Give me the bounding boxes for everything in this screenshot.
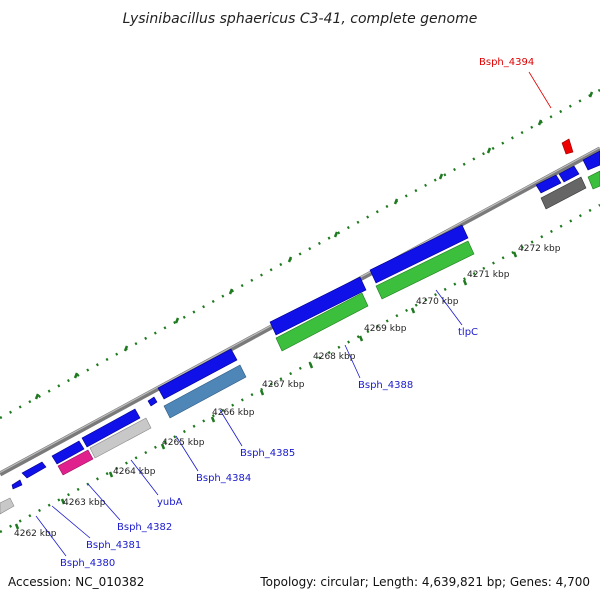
cds-feature[interactable] — [582, 150, 600, 171]
cds-feature[interactable] — [157, 348, 238, 400]
magenta-feature[interactable] — [57, 449, 94, 476]
cds-feature[interactable] — [369, 224, 469, 284]
outer-tick — [438, 173, 444, 180]
inner-tick — [210, 416, 216, 423]
gray-feature[interactable] — [0, 497, 15, 515]
outer-tick — [174, 317, 180, 324]
cds-feature[interactable] — [558, 165, 580, 183]
leader-line — [344, 344, 361, 379]
cds-feature[interactable] — [21, 461, 47, 479]
map-title: Lysinibacillus sphaericus C3-41, complet… — [123, 11, 478, 27]
tick-label: 4272 kbp — [518, 244, 561, 254]
inner-tick — [308, 362, 314, 369]
gene-label-yuba[interactable]: yubA — [157, 497, 183, 508]
cds-feature[interactable] — [269, 276, 367, 336]
inner-tick — [512, 251, 518, 258]
dark-gray-feature[interactable] — [540, 176, 587, 210]
inner-tick — [160, 443, 166, 450]
tick-label: 4265 kbp — [162, 438, 205, 448]
topology-text: Topology: circular; Length: 4,639,821 bp… — [259, 575, 590, 589]
green-feature[interactable] — [275, 292, 369, 352]
leader-line — [35, 515, 67, 557]
inner-tick — [14, 523, 20, 530]
inner-tick — [358, 335, 364, 342]
secondary-feature-row — [0, 170, 600, 515]
outer-dotted-line — [0, 88, 600, 420]
tick-label: 4266 kbp — [212, 408, 255, 418]
outer-tick — [228, 288, 234, 295]
tick-label: 4264 kbp — [113, 467, 156, 477]
gene-label-bsph-4385[interactable]: Bsph_4385 — [240, 448, 295, 459]
gene-label-bsph-4382[interactable]: Bsph_4382 — [117, 522, 172, 533]
outer-major-ticks — [34, 91, 594, 400]
gene-label-bsph-4394[interactable]: Bsph_4394 — [479, 57, 534, 68]
outer-tick — [486, 147, 492, 154]
tick-label: 4268 kbp — [313, 352, 356, 362]
inner-tick — [462, 279, 468, 286]
inner-dotted-line — [0, 203, 600, 534]
green-feature[interactable] — [375, 240, 475, 300]
gene-label-bsph-4381[interactable]: Bsph_4381 — [86, 540, 141, 551]
green-feature[interactable] — [587, 170, 600, 190]
gene-labels: Bsph_4380 Bsph_4381 Bsph_4382 yubA Bsph_… — [60, 57, 534, 569]
leader-line — [528, 71, 552, 109]
outer-tick — [537, 119, 543, 126]
leader-lines — [35, 71, 552, 557]
outer-tick — [588, 91, 594, 98]
leader-line — [87, 483, 121, 521]
leader-line — [130, 459, 159, 496]
inner-tick — [108, 471, 114, 478]
tick-label: 4262 kbp — [14, 529, 57, 539]
cds-feature-row — [11, 150, 600, 490]
gray-feature[interactable] — [89, 417, 152, 459]
cds-feature[interactable] — [81, 408, 141, 448]
tick-label: 4271 kbp — [467, 270, 510, 280]
tick-label: 4263 kbp — [63, 498, 106, 508]
leader-line — [51, 505, 91, 539]
inner-tick — [259, 389, 265, 396]
cds-feature[interactable] — [51, 440, 85, 465]
cds-feature[interactable] — [11, 479, 23, 490]
gene-label-tlpc[interactable]: tlpC — [458, 327, 478, 338]
leader-line — [435, 289, 463, 326]
leader-line — [175, 435, 199, 472]
outer-tick — [123, 345, 129, 352]
outer-tick — [34, 393, 40, 400]
gene-label-bsph-4384[interactable]: Bsph_4384 — [196, 473, 251, 484]
cds-feature[interactable] — [147, 396, 158, 407]
tick-label: 4267 kbp — [262, 380, 305, 390]
outer-tick — [333, 231, 339, 238]
outer-tick — [73, 372, 79, 379]
outer-tick — [287, 256, 293, 263]
gene-label-bsph-4388[interactable]: Bsph_4388 — [358, 380, 413, 391]
leader-line — [219, 409, 243, 447]
inner-tick — [60, 498, 66, 505]
steelblue-feature[interactable] — [163, 364, 247, 419]
outer-tick — [393, 198, 399, 205]
highlighted-feature[interactable] — [561, 138, 574, 155]
inner-tick — [410, 307, 416, 314]
dotted-outer-track — [0, 88, 600, 420]
accession-text: Accession: NC_010382 — [8, 575, 144, 589]
tick-label: 4270 kbp — [416, 297, 459, 307]
cds-feature[interactable] — [535, 174, 562, 194]
dotted-inner-track — [0, 203, 600, 534]
gene-label-bsph-4380[interactable]: Bsph_4380 — [60, 558, 115, 569]
tick-labels: 4262 kbp 4263 kbp 4264 kbp 4265 kbp 4266… — [14, 244, 561, 539]
tick-label: 4269 kbp — [364, 324, 407, 334]
inner-major-ticks — [14, 251, 518, 530]
